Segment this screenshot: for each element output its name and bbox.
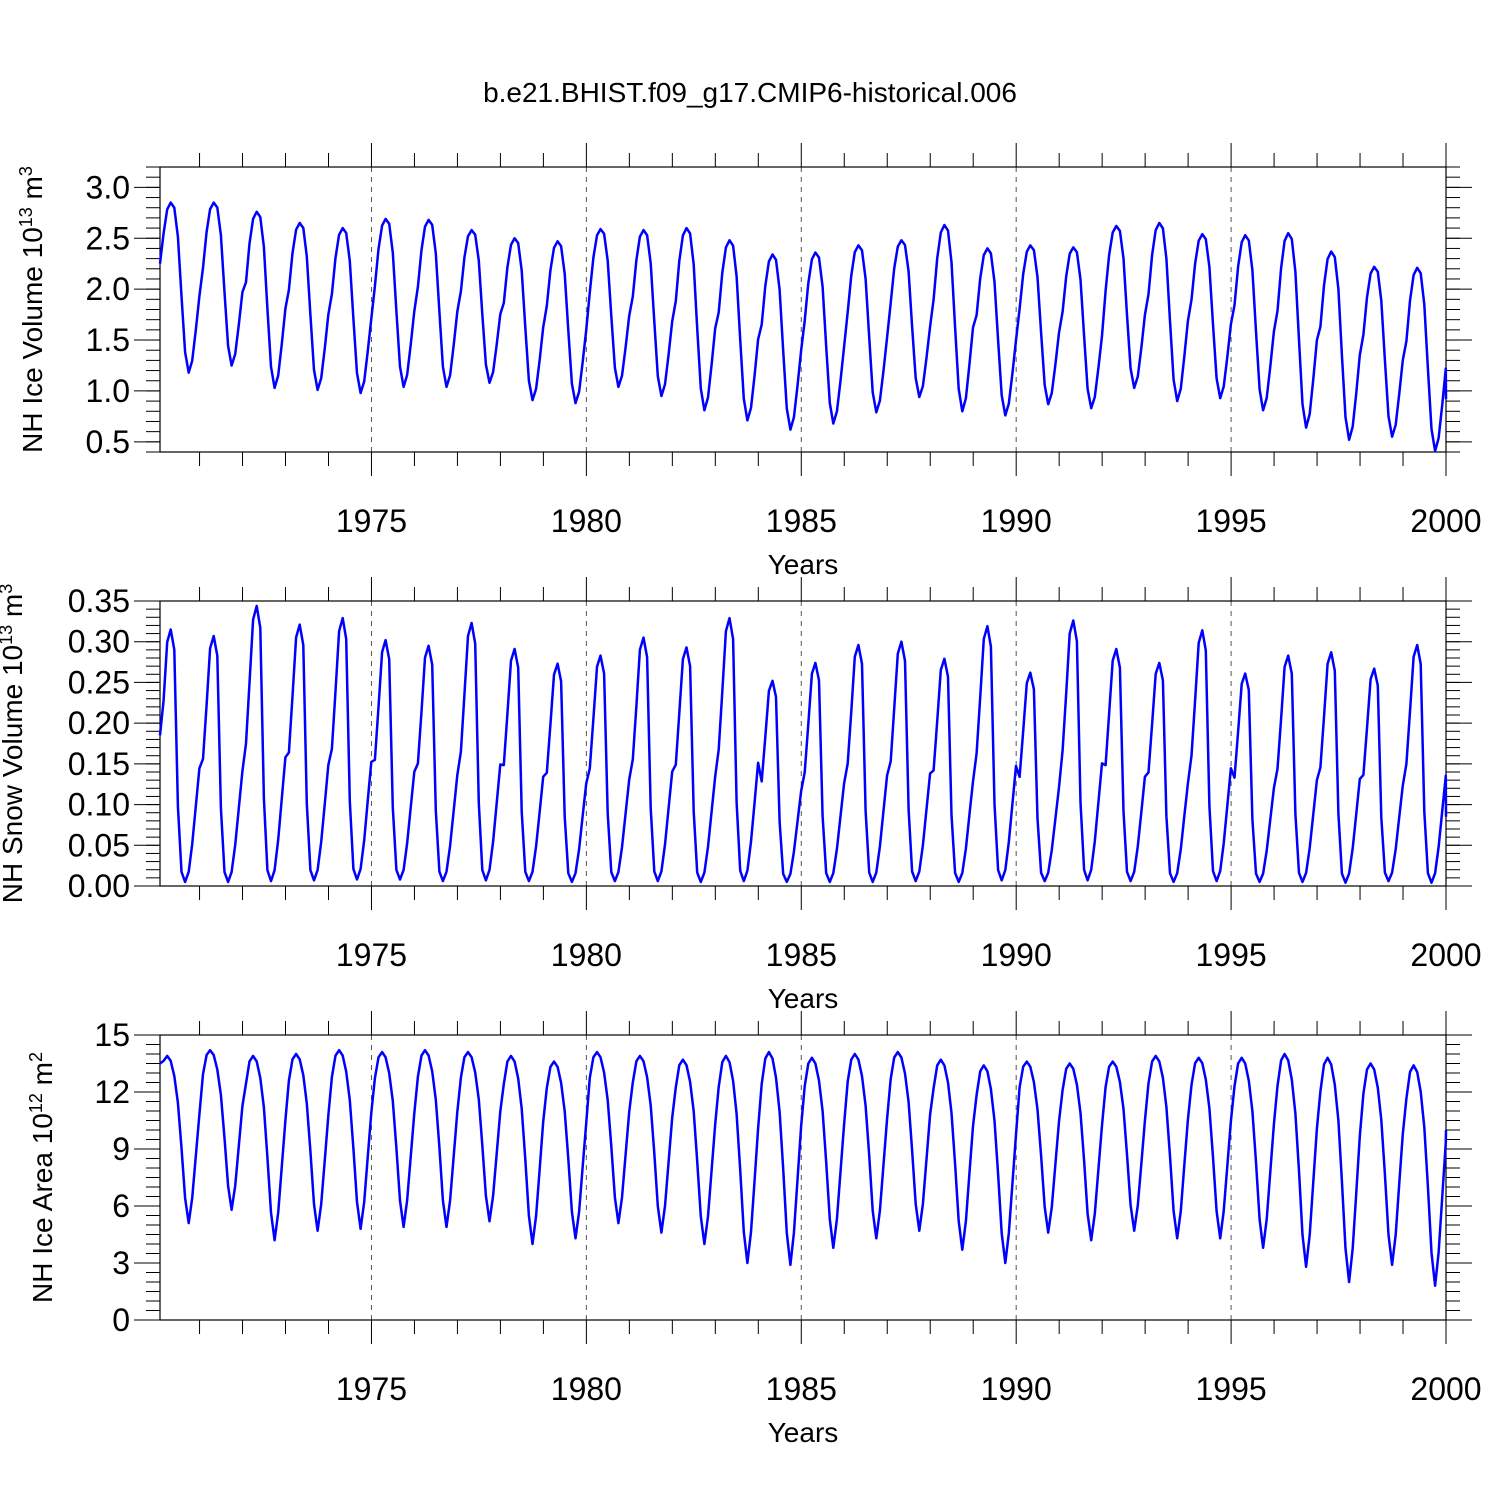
x-tick-label: 1980	[551, 503, 622, 539]
x-tick-label: 1985	[766, 503, 837, 539]
x-tick-label: 1985	[766, 1371, 837, 1407]
x-tick-label: 1980	[551, 1371, 622, 1407]
x-tick-label: 1975	[336, 503, 407, 539]
series-line	[159, 1048, 1448, 1288]
x-tick-label: 1990	[981, 1371, 1052, 1407]
x-tick-label: 1990	[981, 503, 1052, 539]
x-tick-label: 1995	[1195, 937, 1266, 973]
y-tick-label: 0.35	[68, 583, 130, 619]
x-tick-label: 2000	[1410, 503, 1481, 539]
ice-volume-panel: 0.5 1.0 1.5 2.0 2.5 3.0 1975 1980 1985 1990 1995 20…	[16, 143, 1482, 580]
ice-area-panel: 0 3 6 9 12 15 1975 1980 1985 1990 1995 2000 Years NH …	[26, 1011, 1482, 1448]
x-tick-label: 1980	[551, 937, 622, 973]
x-tick-label: 1995	[1195, 503, 1266, 539]
y-tick-label: 0.00	[68, 868, 130, 904]
y-tick-label: 3.0	[86, 169, 130, 205]
y-tick-label: 3	[112, 1245, 130, 1281]
y-tick-label: 2.5	[86, 220, 130, 256]
x-tick-label: 1990	[981, 937, 1052, 973]
y-tick-label: 6	[112, 1188, 130, 1224]
y-tick-label: 9	[112, 1131, 130, 1167]
plot-frame	[159, 1034, 1447, 1321]
x-tick-label: 2000	[1410, 1371, 1481, 1407]
y-axis-label: NH Ice Volume 1013 m3	[16, 166, 48, 453]
x-axis-label: Years	[768, 1417, 839, 1448]
y-axis-label: NH Snow Volume 1013 m3	[0, 584, 28, 904]
series-line	[158, 201, 1448, 453]
y-tick-label: 15	[94, 1017, 130, 1053]
x-axis-label: Years	[768, 983, 839, 1014]
series-line	[158, 604, 1448, 884]
y-tick-label: 1.5	[86, 322, 130, 358]
y-tick-label: 0.5	[86, 424, 130, 460]
y-tick-label: 0.10	[68, 787, 130, 823]
y-tick-label: 0.15	[68, 746, 130, 782]
x-tick-label: 2000	[1410, 937, 1481, 973]
y-tick-label: 0.30	[68, 624, 130, 660]
y-axis-label: NH Ice Area 1012 m2	[26, 1052, 58, 1303]
x-axis-label: Years	[768, 549, 839, 580]
x-tick-label: 1975	[336, 937, 407, 973]
y-tick-label: 0.25	[68, 664, 130, 700]
y-tick-label: 1.0	[86, 373, 130, 409]
plot-frame	[159, 600, 1447, 887]
x-tick-label: 1975	[336, 1371, 407, 1407]
y-tick-label: 0.05	[68, 827, 130, 863]
y-tick-label: 0.20	[68, 705, 130, 741]
x-tick-label: 1995	[1195, 1371, 1266, 1407]
x-tick-label: 1985	[766, 937, 837, 973]
snow-volume-panel: 0.00 0.05 0.10 0.15 0.20 0.25 0.30 0.35 1975 1980…	[0, 577, 1482, 1014]
y-tick-label: 12	[94, 1074, 130, 1110]
figure-title: b.e21.BHIST.f09_g17.CMIP6-historical.006	[483, 77, 1017, 108]
y-tick-label: 2.0	[86, 271, 130, 307]
y-tick-label: 0	[112, 1302, 130, 1338]
